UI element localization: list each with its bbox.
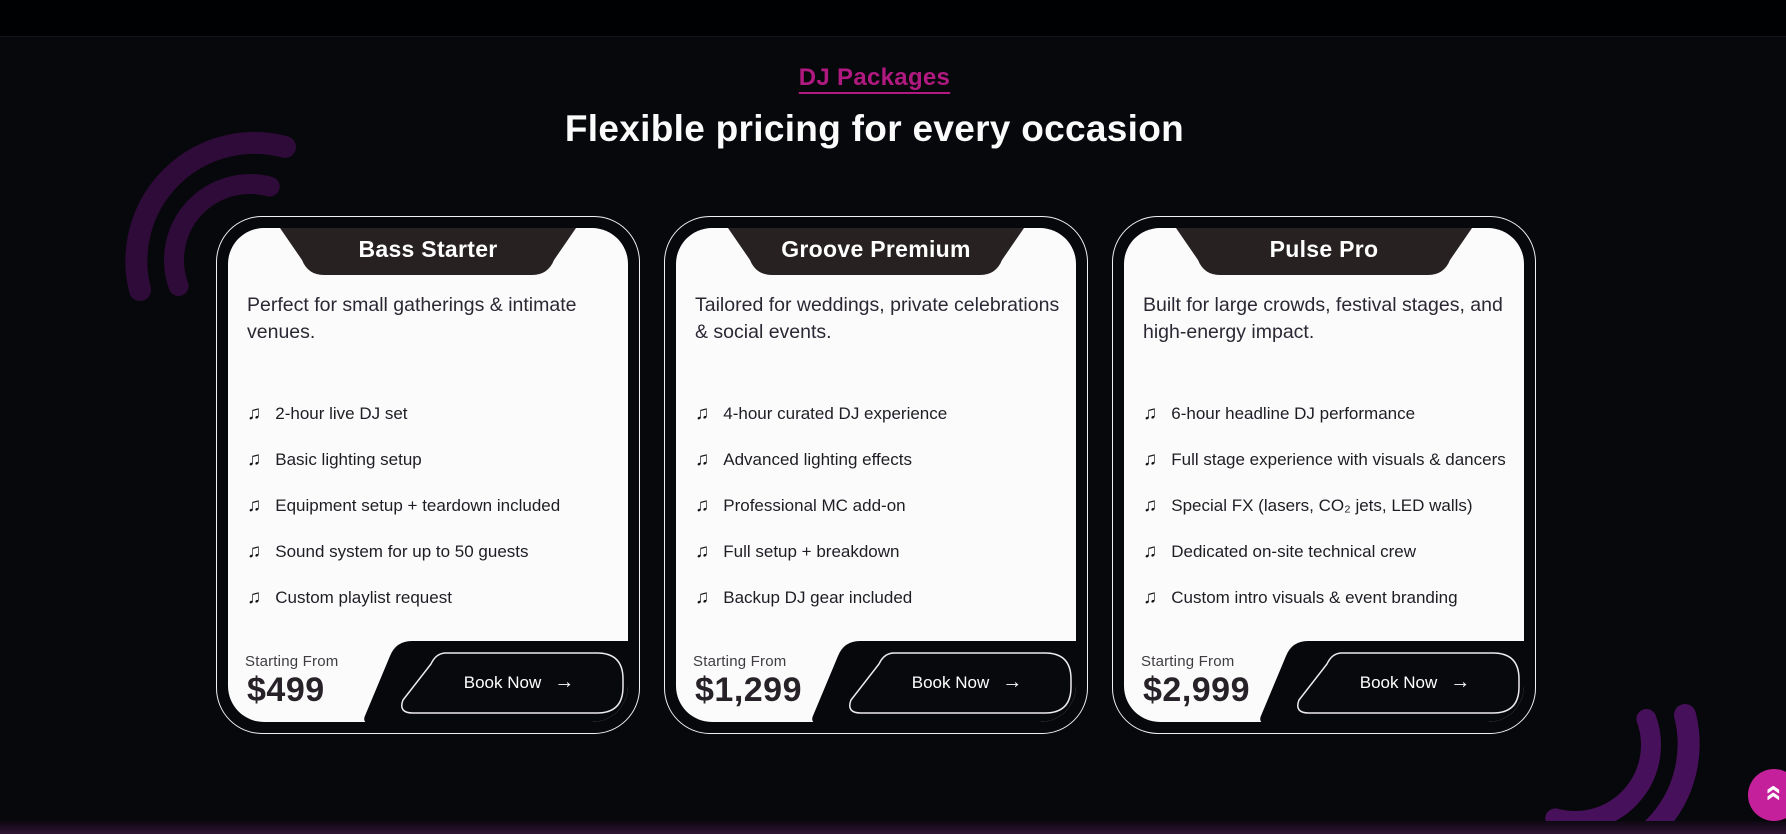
feature-item: ♫ Equipment setup + teardown included	[247, 483, 620, 529]
card-title-tab: Bass Starter	[280, 228, 576, 275]
feature-label: Custom playlist request	[275, 588, 452, 607]
feature-item: ♫ Sound system for up to 50 guests	[247, 529, 620, 575]
price: $1,299	[695, 671, 802, 709]
feature-label: Dedicated on-site technical crew	[1171, 542, 1416, 561]
feature-item: ♫ Custom intro visuals & event branding	[1143, 575, 1516, 621]
card-title-tab: Groove Premium	[728, 228, 1024, 275]
music-note-icon: ♫	[1143, 494, 1158, 516]
next-section-edge	[0, 821, 1786, 834]
feature-item: ♫ 4-hour curated DJ experience	[695, 391, 1068, 437]
dj-packages-link[interactable]: DJ Packages	[798, 64, 951, 91]
scroll-to-top-button[interactable]: «	[1748, 769, 1786, 821]
feature-item: ♫ 2-hour live DJ set	[247, 391, 620, 437]
feature-item: ♫ Special FX (lasers, CO₂ jets, LED walls…	[1143, 483, 1516, 529]
price-label: Starting From	[693, 653, 787, 670]
book-now-button[interactable]: Book Now →	[840, 652, 1072, 714]
feature-item: ♫ Custom playlist request	[247, 575, 620, 621]
arrow-right-icon: →	[1002, 671, 1023, 693]
price-label: Starting From	[245, 653, 339, 670]
music-note-icon: ♫	[247, 540, 262, 562]
book-now-label: Book Now	[1359, 673, 1438, 692]
feature-list: ♫ 4-hour curated DJ experience ♫ Advanced l…	[695, 391, 1068, 621]
price: $499	[247, 671, 325, 709]
book-now-label: Book Now	[911, 673, 990, 692]
pricing-cards-row: Bass Starter Perfect for small gathering…	[216, 216, 1536, 734]
feature-label: Advanced lighting effects	[723, 450, 912, 469]
music-note-icon: ♫	[695, 540, 710, 562]
card-title: Groove Premium	[781, 235, 971, 262]
music-note-icon: ♫	[1143, 540, 1158, 562]
card-title: Pulse Pro	[1269, 235, 1379, 262]
card-description: Tailored for weddings, private celebrati…	[695, 294, 1060, 344]
feature-list: ♫ 6-hour headline DJ performance ♫ Full sta…	[1143, 391, 1516, 621]
music-note-icon: ♫	[247, 586, 262, 608]
feature-label: Basic lighting setup	[275, 450, 422, 469]
music-note-icon: ♫	[247, 402, 262, 424]
feature-label: Full setup + breakdown	[723, 542, 900, 561]
card-body: Bass Starter Perfect for small gathering…	[228, 228, 628, 722]
feature-label: Backup DJ gear included	[723, 588, 913, 607]
book-now-label: Book Now	[463, 673, 542, 692]
music-note-icon: ♫	[1143, 402, 1158, 424]
feature-item: ♫ Full stage experience with visuals & da…	[1143, 437, 1516, 483]
arrow-right-icon: →	[1450, 671, 1471, 693]
card-description: Perfect for small gatherings & intimate …	[247, 294, 577, 344]
feature-item: ♫ Backup DJ gear included	[695, 575, 1068, 621]
feature-label: Professional MC add-on	[723, 496, 906, 515]
music-note-icon: ♫	[1143, 448, 1158, 470]
feature-item: ♫ Dedicated on-site technical crew	[1143, 529, 1516, 575]
page-title: Flexible pricing for every occasion	[564, 108, 1185, 149]
section-header: DJ Packages Flexible pricing for every o…	[216, 0, 1533, 150]
feature-label: Special FX (lasers, CO₂ jets, LED walls)	[1171, 496, 1473, 515]
arrow-right-icon: →	[554, 671, 575, 693]
music-note-icon: ♫	[695, 402, 710, 424]
feature-list: ♫ 2-hour live DJ set ♫ Basic lighting setup…	[247, 391, 620, 621]
top-bar	[0, 0, 1786, 37]
feature-item: ♫ Professional MC add-on	[695, 483, 1068, 529]
music-note-icon: ♫	[247, 448, 262, 470]
pricing-card-groove-premium: Groove Premium Tailored for weddings, pr…	[664, 216, 1088, 734]
feature-item: ♫ Advanced lighting effects	[695, 437, 1068, 483]
double-chevron-up-icon: «	[1758, 785, 1786, 802]
pricing-card-bass-starter: Bass Starter Perfect for small gathering…	[216, 216, 640, 734]
feature-item: ♫ 6-hour headline DJ performance	[1143, 391, 1516, 437]
pricing-card-pulse-pro: Pulse Pro Built for large crowds, festiv…	[1112, 216, 1536, 734]
feature-label: Custom intro visuals & event branding	[1171, 588, 1458, 607]
feature-label: 4-hour curated DJ experience	[723, 404, 948, 423]
feature-label: Sound system for up to 50 guests	[275, 542, 529, 561]
music-note-icon: ♫	[695, 448, 710, 470]
price-label: Starting From	[1141, 653, 1235, 670]
feature-label: Full stage experience with visuals & dan…	[1171, 450, 1506, 469]
music-note-icon: ♫	[695, 494, 710, 516]
price: $2,999	[1143, 671, 1250, 709]
book-now-button[interactable]: Book Now →	[392, 652, 624, 714]
feature-label: Equipment setup + teardown included	[275, 496, 561, 515]
card-body: Groove Premium Tailored for weddings, pr…	[676, 228, 1076, 722]
feature-item: ♫ Full setup + breakdown	[695, 529, 1068, 575]
feature-label: 2-hour live DJ set	[275, 404, 408, 423]
feature-label: 6-hour headline DJ performance	[1171, 404, 1416, 423]
music-note-icon: ♫	[247, 494, 262, 516]
book-now-button[interactable]: Book Now →	[1288, 652, 1520, 714]
card-title-tab: Pulse Pro	[1176, 228, 1472, 275]
card-title: Bass Starter	[358, 235, 498, 262]
music-note-icon: ♫	[695, 586, 710, 608]
card-description: Built for large crowds, festival stages,…	[1143, 294, 1503, 344]
feature-item: ♫ Basic lighting setup	[247, 437, 620, 483]
card-body: Pulse Pro Built for large crowds, festiv…	[1124, 228, 1524, 722]
music-note-icon: ♫	[1143, 586, 1158, 608]
